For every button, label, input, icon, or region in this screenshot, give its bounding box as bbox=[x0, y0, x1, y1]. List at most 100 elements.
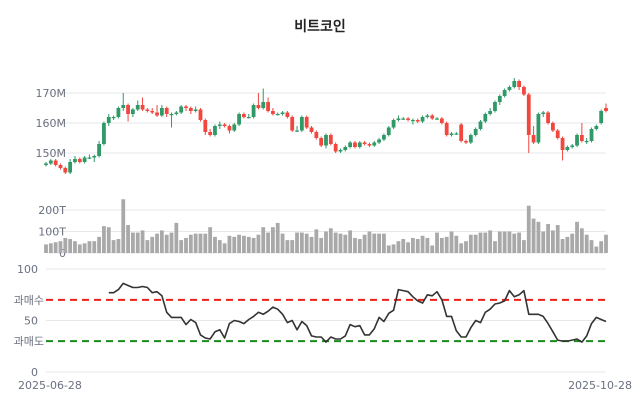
candle-body bbox=[507, 87, 512, 90]
candle-body bbox=[391, 120, 396, 128]
candle-body bbox=[517, 81, 522, 87]
volume-bar bbox=[604, 234, 608, 253]
volume-bar bbox=[502, 231, 507, 253]
volume-bar bbox=[522, 240, 526, 253]
volume-bar bbox=[377, 233, 382, 253]
candle-body bbox=[174, 112, 179, 114]
candle-body bbox=[415, 120, 420, 122]
candle-body bbox=[599, 111, 604, 123]
volume-bar bbox=[333, 232, 338, 253]
volume-bar bbox=[546, 223, 550, 253]
volume-bar bbox=[410, 237, 415, 253]
volume-tick-label: 0 bbox=[59, 247, 66, 260]
candle-body bbox=[357, 142, 362, 147]
volume-bar bbox=[63, 237, 68, 253]
volume-bar bbox=[439, 237, 444, 253]
volume-bar bbox=[488, 230, 493, 253]
candle-body bbox=[473, 129, 478, 135]
volume-bar bbox=[526, 205, 531, 253]
volume-bar bbox=[555, 225, 560, 253]
volume-bar bbox=[203, 233, 208, 253]
volume-bar bbox=[531, 218, 536, 253]
volume-bar bbox=[575, 221, 579, 253]
volume-bar bbox=[275, 222, 280, 253]
chart-title: 비트코인 bbox=[294, 19, 346, 35]
volume-bar bbox=[164, 234, 169, 253]
candle-body bbox=[604, 108, 608, 111]
candle-body bbox=[319, 138, 324, 146]
volume-bar bbox=[126, 225, 130, 253]
price-tick-label: 150M bbox=[36, 147, 67, 160]
candle-body bbox=[299, 117, 304, 131]
volume-bar bbox=[135, 232, 140, 253]
candle-body bbox=[367, 144, 372, 146]
candle-body bbox=[159, 108, 164, 116]
volume-bar bbox=[169, 232, 174, 253]
candle-body bbox=[179, 106, 184, 113]
volume-bar bbox=[367, 231, 372, 253]
volume-tick-label: 200T bbox=[38, 204, 66, 217]
candle-body bbox=[425, 115, 430, 117]
volume-bar bbox=[468, 234, 473, 253]
volume-bar bbox=[386, 245, 391, 253]
volume-bar bbox=[493, 241, 497, 253]
candle-body bbox=[410, 120, 415, 122]
candle-body bbox=[594, 126, 599, 129]
candlestick-series bbox=[44, 78, 608, 174]
volume-bar bbox=[343, 234, 348, 253]
volume-bar bbox=[48, 243, 53, 253]
candle-body bbox=[232, 124, 237, 131]
candle-body bbox=[406, 118, 410, 120]
volume-bar bbox=[454, 235, 459, 253]
candle-body bbox=[575, 135, 579, 146]
candle-body bbox=[579, 135, 584, 141]
candle-body bbox=[497, 96, 502, 102]
volume-bar bbox=[237, 234, 242, 253]
candle-body bbox=[290, 117, 295, 131]
candle-body bbox=[382, 135, 386, 140]
candle-body bbox=[169, 114, 174, 116]
candle-body bbox=[372, 142, 377, 146]
candle-body bbox=[483, 114, 488, 122]
candle-body bbox=[468, 135, 473, 143]
volume-bar bbox=[594, 246, 599, 253]
candle-body bbox=[304, 117, 309, 128]
volume-bar bbox=[44, 244, 48, 253]
candle-body bbox=[536, 114, 541, 143]
volume-bar bbox=[256, 234, 261, 253]
candle-body bbox=[454, 133, 459, 135]
volume-bar bbox=[193, 233, 198, 253]
volume-bar bbox=[348, 230, 353, 253]
volume-bar bbox=[304, 233, 309, 253]
x-tick-start: 2025-06-28 bbox=[18, 379, 82, 392]
candle-body bbox=[266, 102, 270, 111]
volume-bar bbox=[536, 221, 541, 253]
candle-body bbox=[430, 115, 435, 119]
candle-body bbox=[420, 117, 425, 122]
candle-body bbox=[217, 124, 222, 126]
volume-bar bbox=[406, 242, 410, 253]
candle-body bbox=[459, 124, 464, 141]
volume-bar bbox=[430, 245, 435, 253]
candle-body bbox=[126, 105, 130, 114]
candle-body bbox=[222, 124, 227, 126]
volume-bar bbox=[396, 241, 401, 253]
volume-bar bbox=[242, 235, 246, 253]
volume-bar bbox=[473, 234, 478, 253]
volume-bar bbox=[140, 230, 145, 253]
candle-body bbox=[53, 160, 58, 165]
candle-body bbox=[464, 141, 468, 143]
candle-body bbox=[338, 150, 343, 152]
candle-body bbox=[526, 94, 531, 135]
volume-bar bbox=[179, 240, 184, 253]
volume-bar bbox=[560, 239, 565, 253]
candle-body bbox=[353, 142, 357, 147]
candle-body bbox=[111, 117, 116, 119]
volume-bar bbox=[222, 243, 227, 253]
volume-bar bbox=[391, 244, 396, 253]
volume-bar bbox=[420, 235, 425, 253]
candle-body bbox=[198, 109, 203, 120]
volume-bar bbox=[150, 236, 155, 253]
rsi-series bbox=[108, 282, 607, 343]
